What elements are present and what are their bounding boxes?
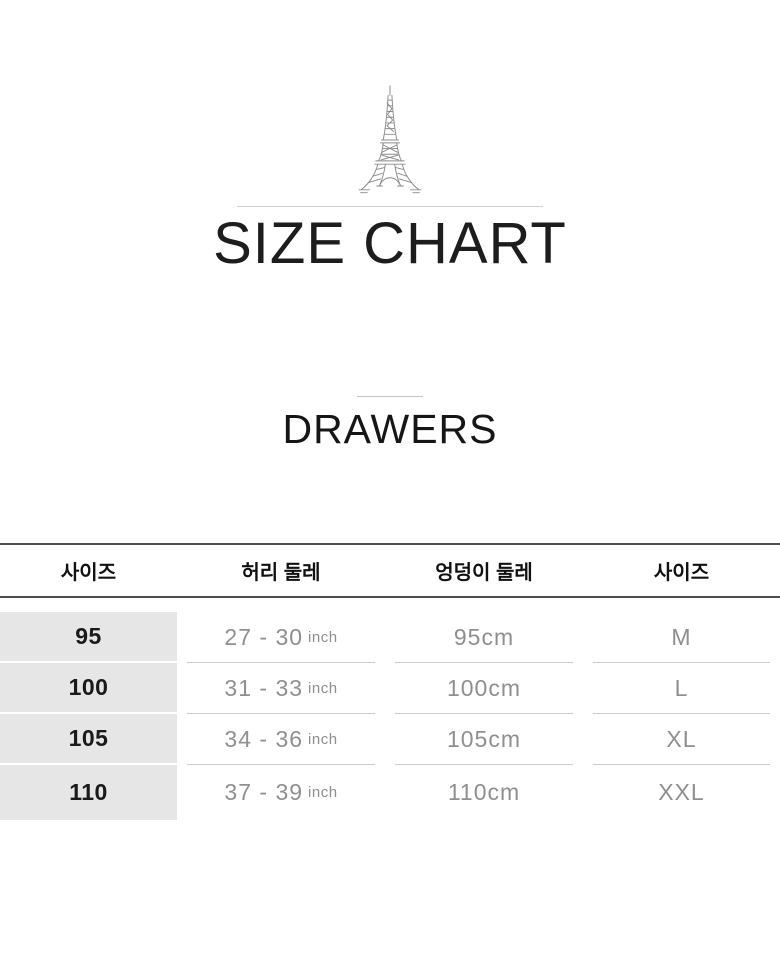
cell-size-intl: M <box>593 612 770 663</box>
waist-value: 27 - 30 <box>224 623 304 650</box>
size-table-body: 95 27 - 30 inch 95cm M 100 31 - 33 inch … <box>0 612 780 820</box>
table-row: 105 34 - 36 inch 105cm XL <box>0 714 780 765</box>
cell-waist: 27 - 30 inch <box>187 612 375 663</box>
eiffel-tower-icon <box>358 85 422 194</box>
waist-unit: inch <box>308 730 338 748</box>
cell-hip: 95cm <box>395 612 573 663</box>
cell-waist: 31 - 33 inch <box>187 663 375 714</box>
cell-size-intl: XL <box>593 714 770 765</box>
column-header-waist: 허리 둘레 <box>241 562 321 584</box>
cell-size-kr: 110 <box>0 765 177 820</box>
column-header-size-intl: 사이즈 <box>653 562 710 584</box>
table-row: 95 27 - 30 inch 95cm M <box>0 612 780 663</box>
waist-unit: inch <box>308 784 338 801</box>
waist-unit: inch <box>308 679 338 697</box>
waist-value: 34 - 36 <box>224 725 304 752</box>
column-header-size-kr: 사이즈 <box>60 562 117 584</box>
size-table-header-row: 사이즈 허리 둘레 엉덩이 둘레 사이즈 <box>0 543 780 598</box>
column-header-hip: 엉덩이 둘레 <box>435 562 533 584</box>
page-title: SIZE CHART <box>213 211 567 276</box>
product-category-title: DRAWERS <box>282 406 498 452</box>
cell-hip: 100cm <box>395 663 573 714</box>
cell-hip: 110cm <box>447 779 521 805</box>
cell-size-kr: 105 <box>0 714 177 765</box>
size-table: 사이즈 허리 둘레 엉덩이 둘레 사이즈 95 27 - 30 inch 95c… <box>0 543 780 820</box>
cell-size-intl: L <box>593 663 770 714</box>
header-divider-line <box>237 206 543 207</box>
waist-unit: inch <box>308 628 338 646</box>
table-row: 110 37 - 39 inch 110cm XXL <box>0 765 780 820</box>
cell-size-kr: 95 <box>0 612 177 663</box>
waist-value: 37 - 39 <box>224 779 304 805</box>
cell-waist: 34 - 36 inch <box>187 714 375 765</box>
cell-size-kr: 100 <box>0 663 177 714</box>
cell-hip: 105cm <box>395 714 573 765</box>
subtitle-divider-line <box>357 396 423 397</box>
cell-size-intl: XXL <box>658 779 705 805</box>
cell-waist: 37 - 39 inch <box>187 765 375 820</box>
table-row: 100 31 - 33 inch 100cm L <box>0 663 780 714</box>
waist-value: 31 - 33 <box>224 674 304 701</box>
